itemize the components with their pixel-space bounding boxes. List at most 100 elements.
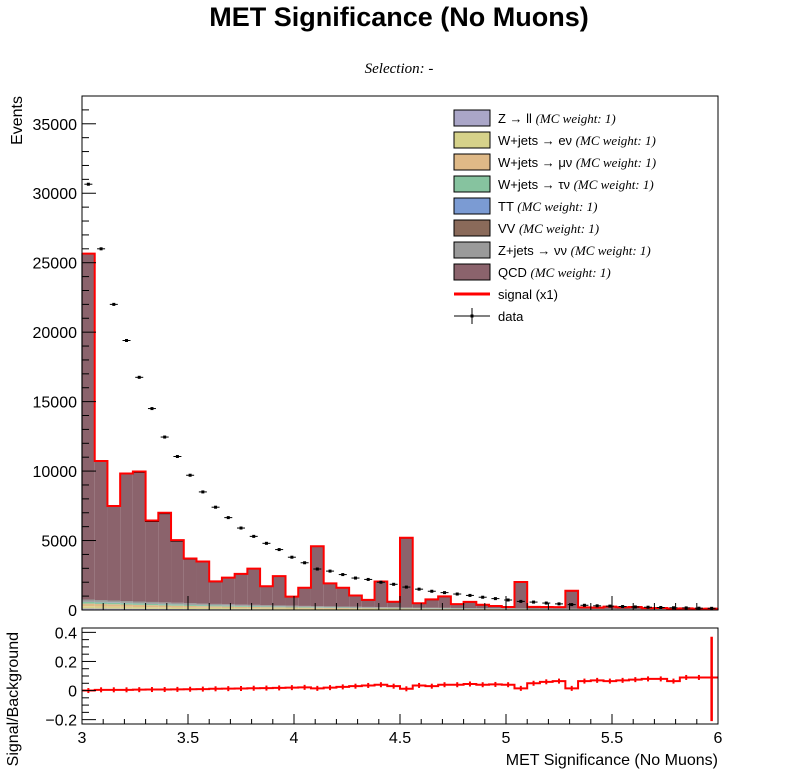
legend-label: Z → ll (MC weight: 1): [498, 111, 616, 126]
data-point: [364, 577, 373, 581]
stack-bar: [221, 577, 235, 605]
stack-bar: [336, 587, 350, 607]
data-point: [224, 516, 233, 520]
stack-bar: [298, 606, 311, 608]
chart-subtitle: Selection: -: [365, 61, 434, 77]
stack-bar: [132, 608, 146, 610]
stack-bar: [310, 607, 324, 609]
ratio-frame: [81, 627, 719, 725]
data-point: [555, 602, 563, 606]
stack-bar: [82, 253, 95, 600]
data-point-marker: [226, 516, 230, 520]
stack-bar: [438, 608, 451, 610]
data-point-marker: [570, 603, 574, 607]
legend-label: W+jets → eν (MC weight: 1): [498, 133, 656, 148]
data-point-marker: [328, 569, 332, 573]
stack-bar: [400, 537, 413, 608]
y-tick-label: 35000: [33, 117, 78, 134]
legend-entry: VV (MC weight: 1): [453, 219, 599, 237]
x-tick-label: 3.5: [177, 730, 199, 747]
stack-bar: [247, 606, 261, 609]
stack-bar: [374, 609, 388, 610]
stack-bar: [158, 608, 172, 610]
stack-bar: [336, 607, 350, 609]
data-point: [351, 576, 360, 580]
data-point: [605, 604, 614, 608]
data-point: [262, 541, 271, 545]
legend-weight: (MC weight: 1): [536, 111, 616, 126]
data-point: [694, 606, 703, 610]
y-tick-label: 30000: [33, 186, 78, 203]
stack-series-6: [82, 599, 718, 610]
legend-weight: (MC weight: 1): [574, 177, 654, 192]
stack-bar: [336, 608, 350, 610]
data-point: [542, 601, 551, 605]
stack-bar: [361, 606, 375, 608]
stack-bar: [298, 605, 311, 607]
stack-bar: [221, 604, 235, 606]
data-point-marker: [277, 548, 281, 552]
chart-title: MET Significance (No Muons): [209, 2, 589, 32]
data-point-marker: [188, 473, 192, 477]
data-point-marker: [239, 526, 243, 530]
legend-entry: TT (MC weight: 1): [453, 197, 597, 215]
stack-bar: [247, 604, 261, 606]
stack-bar: [489, 606, 502, 609]
stack-bar: [158, 607, 172, 609]
stack-bar: [94, 608, 108, 610]
stack-bar: [158, 604, 172, 606]
stack-bar: [183, 559, 197, 604]
x-tick-label: 4.5: [389, 730, 411, 747]
stack-bar: [145, 603, 159, 606]
stack-bar: [349, 607, 362, 609]
data-point-marker: [595, 604, 599, 608]
data-point: [618, 605, 627, 609]
data-point: [669, 606, 678, 610]
stack-bar: [171, 604, 184, 606]
data-point: [376, 580, 385, 584]
data-point: [300, 561, 309, 565]
stack-bar: [323, 607, 337, 608]
stack-bar: [183, 604, 197, 606]
ratio-y-tick-label: 0: [68, 684, 77, 701]
stack-bar: [285, 608, 299, 610]
main-y-label: Events: [9, 96, 26, 145]
stack-bar: [285, 596, 299, 606]
stack-bar: [260, 586, 273, 606]
stack-bar: [94, 606, 108, 609]
data-point: [644, 605, 653, 609]
stack-bar: [323, 608, 337, 610]
stack-bar: [272, 608, 286, 610]
x-axis-label: MET Significance (No Muons): [506, 752, 718, 769]
stack-bar: [196, 561, 210, 604]
data-point-marker: [137, 375, 141, 379]
data-point-marker: [493, 597, 497, 601]
stack-bar: [234, 574, 248, 605]
data-point: [135, 375, 144, 379]
legend-weight: (MC weight: 1): [576, 155, 656, 170]
main-y-axis: 0 5000 10000 15000 20000 25000 30000 35000: [33, 109, 96, 620]
stack-bar: [272, 605, 286, 607]
stack-bar: [323, 583, 337, 607]
stack-bar: [336, 608, 350, 609]
legend: Z → ll (MC weight: 1) W+jets → eν (MC wei…: [453, 109, 656, 324]
stack-bar: [476, 604, 490, 609]
stack-bar: [285, 606, 299, 608]
stack-bar: [209, 605, 222, 607]
data-point-marker: [290, 555, 294, 559]
stack-bar: [132, 604, 146, 607]
data-point-marker: [557, 602, 561, 606]
stack-bar: [107, 600, 121, 603]
legend-weight: (MC weight: 1): [519, 221, 599, 236]
legend-label: Z+jets → νν (MC weight: 1): [498, 243, 651, 258]
stack-series-7: [82, 253, 718, 610]
data-point-marker: [468, 593, 472, 597]
stack-bar: [412, 607, 426, 609]
ratio-y-tick-label: 0.4: [55, 625, 77, 642]
legend-swatch: [453, 109, 491, 127]
stacked-histogram: [82, 253, 718, 610]
data-point: [122, 338, 131, 342]
stack-bar: [387, 601, 400, 608]
data-point: [682, 606, 691, 610]
data-point-marker: [710, 606, 714, 610]
